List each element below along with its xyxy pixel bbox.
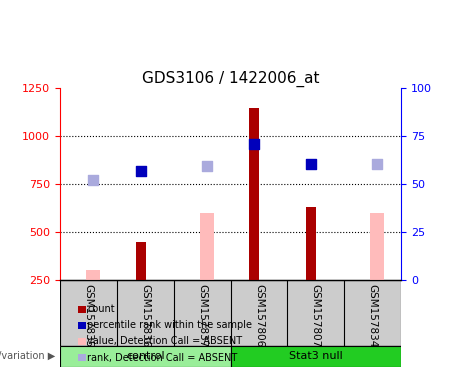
Bar (306, 207, 316, 280)
Point (89, 177, 97, 183)
Point (251, 141, 258, 147)
Point (373, 161, 381, 167)
Text: genotype/variation ▶: genotype/variation ▶ (0, 351, 55, 361)
Text: GSM157806: GSM157806 (254, 283, 264, 347)
Bar (86, 270, 100, 280)
Text: count: count (88, 304, 115, 314)
Bar (136, 242, 146, 280)
Text: GSM157834: GSM157834 (367, 283, 378, 347)
Text: control: control (126, 351, 165, 361)
Text: GSM157835: GSM157835 (83, 283, 94, 347)
Bar (200, 213, 214, 280)
Text: GSM157836: GSM157836 (140, 283, 150, 347)
Text: rank, Detection Call = ABSENT: rank, Detection Call = ABSENT (88, 353, 238, 362)
Bar (249, 108, 260, 280)
Title: GDS3106 / 1422006_at: GDS3106 / 1422006_at (142, 71, 319, 87)
Bar (370, 213, 384, 280)
Bar (60, 346, 230, 367)
Text: Stat3 null: Stat3 null (289, 351, 343, 361)
Text: GSM157807: GSM157807 (311, 283, 321, 347)
Point (137, 168, 144, 174)
Text: GSM157837: GSM157837 (197, 283, 207, 347)
Bar (230, 346, 401, 367)
Text: value, Detection Call = ABSENT: value, Detection Call = ABSENT (88, 336, 242, 346)
Text: percentile rank within the sample: percentile rank within the sample (88, 320, 253, 330)
Point (203, 163, 210, 169)
Point (307, 161, 315, 167)
